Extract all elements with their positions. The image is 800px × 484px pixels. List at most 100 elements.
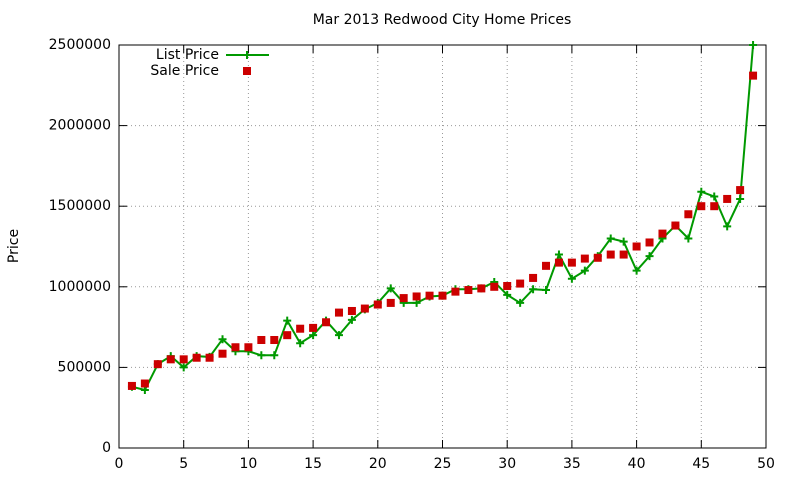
point-marker <box>179 355 188 364</box>
point-marker <box>503 290 512 299</box>
point-marker <box>542 286 551 295</box>
point-marker <box>567 258 576 267</box>
x-tick-label: 0 <box>115 456 124 472</box>
chart-title: Mar 2013 Redwood City Home Prices <box>313 12 572 28</box>
point-marker <box>516 279 525 288</box>
point-marker <box>477 284 486 293</box>
point-marker <box>386 284 395 293</box>
point-marker <box>490 282 499 291</box>
point-marker <box>645 238 654 247</box>
point-marker <box>218 335 227 344</box>
point-marker <box>334 331 343 340</box>
point-marker <box>684 234 693 243</box>
point-marker <box>425 291 434 300</box>
point-marker <box>334 308 343 317</box>
point-marker <box>283 316 292 325</box>
point-marker <box>179 363 188 372</box>
x-tick-label: 5 <box>179 456 188 472</box>
point-marker <box>218 349 227 358</box>
point-marker <box>140 379 149 388</box>
point-marker <box>166 355 175 364</box>
x-tick-label: 50 <box>757 456 775 472</box>
point-marker <box>606 250 615 259</box>
point-marker <box>580 266 589 275</box>
point-marker <box>309 331 318 340</box>
point-marker <box>606 234 615 243</box>
point-marker <box>296 339 305 348</box>
point-marker <box>192 353 201 362</box>
point-marker <box>347 306 356 315</box>
x-tick-label: 40 <box>628 456 646 472</box>
y-axis-label: Price <box>6 229 22 263</box>
point-marker <box>671 221 680 230</box>
point-marker <box>632 266 641 275</box>
point-marker <box>231 343 240 352</box>
point-marker <box>360 304 369 313</box>
point-marker <box>710 192 719 201</box>
y-tick-label: 500000 <box>58 359 111 375</box>
point-marker <box>736 194 745 203</box>
point-marker <box>270 351 279 360</box>
point-marker <box>542 261 551 270</box>
legend-label: List Price <box>156 47 219 63</box>
point-marker <box>554 250 563 259</box>
legend-marker <box>243 51 251 59</box>
y-tick-label: 1000000 <box>49 279 111 295</box>
legend-label: Sale Price <box>150 63 219 79</box>
y-tick-label: 1500000 <box>49 198 111 214</box>
point-marker <box>593 253 602 262</box>
point-marker <box>438 291 447 300</box>
y-tick-label: 0 <box>102 440 111 456</box>
point-marker <box>244 343 253 352</box>
point-marker <box>736 186 745 195</box>
point-marker <box>697 202 706 211</box>
plot-border <box>118 44 767 449</box>
point-marker <box>749 71 758 80</box>
point-marker <box>632 242 641 251</box>
x-tick-label: 20 <box>369 456 387 472</box>
y-tick-label: 2500000 <box>49 37 111 53</box>
x-tick-label: 45 <box>692 456 710 472</box>
point-marker <box>710 202 719 211</box>
point-marker <box>567 274 576 283</box>
point-marker <box>580 254 589 263</box>
point-marker <box>257 351 266 360</box>
point-marker <box>697 187 706 196</box>
x-tick-label: 35 <box>563 456 581 472</box>
x-tick-label: 30 <box>498 456 516 472</box>
point-marker <box>684 210 693 219</box>
point-marker <box>529 285 538 294</box>
point-marker <box>399 294 408 303</box>
point-marker <box>516 298 525 307</box>
point-marker <box>127 381 136 390</box>
legend-marker <box>243 67 251 75</box>
x-tick-label: 15 <box>304 456 322 472</box>
point-marker <box>464 286 473 295</box>
point-marker <box>373 300 382 309</box>
x-tick-label: 10 <box>239 456 257 472</box>
point-marker <box>723 222 732 231</box>
point-marker <box>619 237 628 246</box>
point-marker <box>451 287 460 296</box>
point-marker <box>296 324 305 333</box>
point-marker <box>554 258 563 267</box>
point-marker <box>645 252 654 261</box>
point-marker <box>347 315 356 324</box>
y-tick-label: 2000000 <box>49 118 111 134</box>
point-marker <box>619 250 628 259</box>
point-marker <box>257 335 266 344</box>
point-marker <box>283 331 292 340</box>
point-marker <box>503 281 512 290</box>
point-marker <box>412 292 421 301</box>
point-marker <box>529 273 538 282</box>
point-marker <box>153 360 162 369</box>
x-tick-label: 25 <box>434 456 452 472</box>
point-marker <box>386 298 395 307</box>
point-marker <box>322 318 331 327</box>
point-marker <box>270 335 279 344</box>
point-marker <box>205 353 214 362</box>
point-marker <box>749 41 758 49</box>
point-marker <box>309 323 318 332</box>
point-marker <box>723 194 732 203</box>
point-marker <box>658 229 667 238</box>
